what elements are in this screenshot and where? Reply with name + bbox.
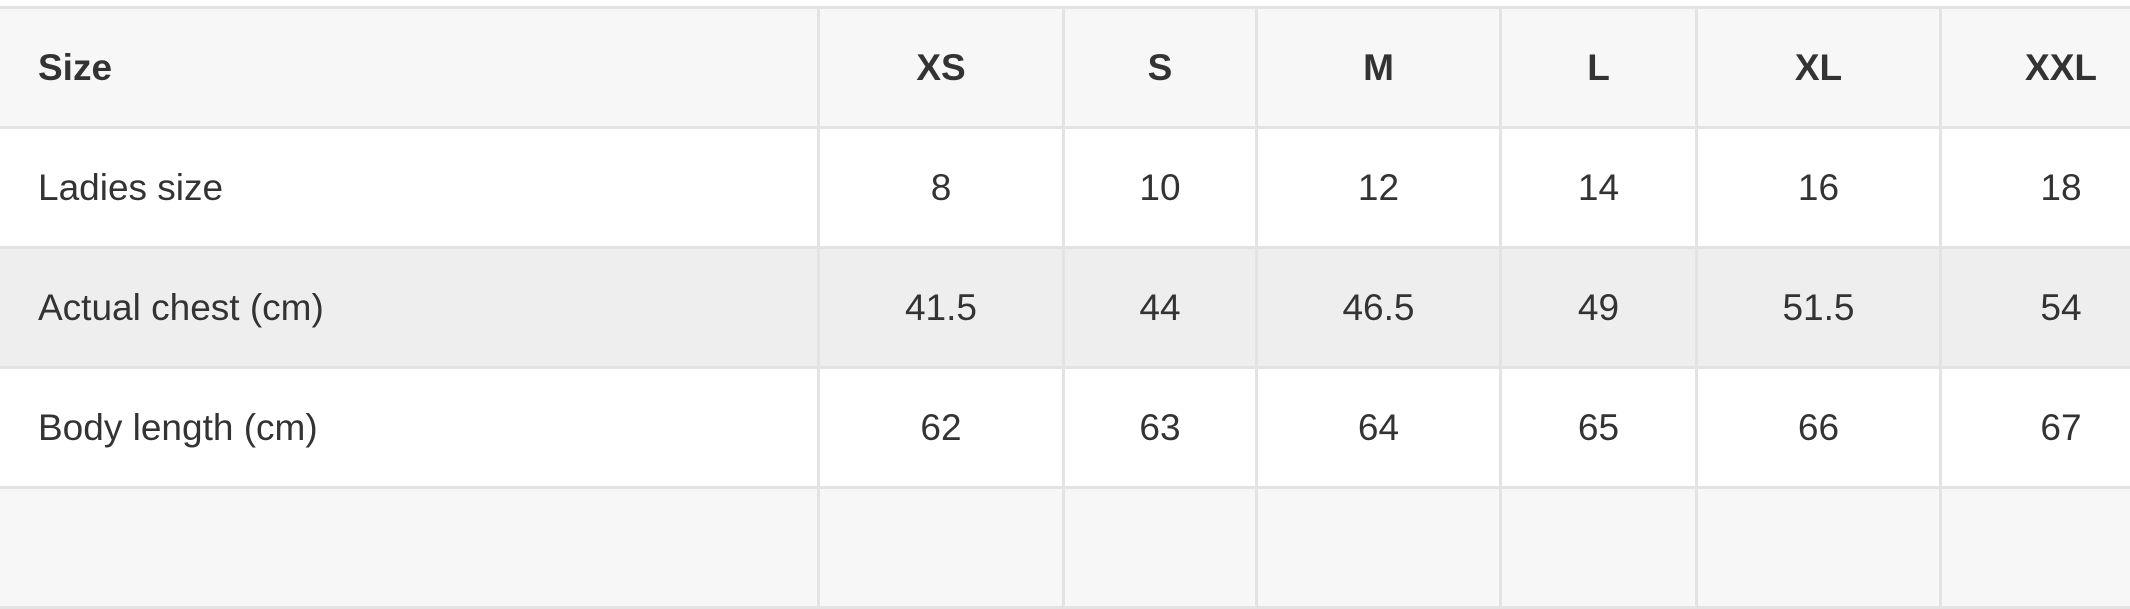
table-cell: 65 — [1501, 368, 1697, 488]
header-cell-xxl: XXL — [1941, 8, 2130, 128]
header-cell-xl: XL — [1697, 8, 1941, 128]
row-label: Actual chest (cm) — [0, 248, 819, 368]
table-cell: 63 — [1064, 368, 1257, 488]
table-cell: 14 — [1501, 128, 1697, 248]
table-cell: 66 — [1697, 368, 1941, 488]
row-label: Ladies size — [0, 128, 819, 248]
header-cell-l: L — [1501, 8, 1697, 128]
table-cell-empty — [1501, 488, 1697, 608]
table-cell: 44 — [1064, 248, 1257, 368]
table-cell-empty — [1697, 488, 1941, 608]
table-row: Ladies size 8 10 12 14 16 18 — [0, 128, 2130, 248]
header-cell-s: S — [1064, 8, 1257, 128]
row-label: Body length (cm) — [0, 368, 819, 488]
table-row-cut-off — [0, 488, 2130, 608]
table-cell-empty — [1941, 488, 2130, 608]
size-chart-table: Size XS S M L XL XXL Ladies size 8 10 12… — [0, 6, 2130, 609]
table-header-row: Size XS S M L XL XXL — [0, 8, 2130, 128]
table-cell: 51.5 — [1697, 248, 1941, 368]
table-cell-empty — [1257, 488, 1501, 608]
table-cell: 10 — [1064, 128, 1257, 248]
table-cell: 41.5 — [819, 248, 1064, 368]
table-cell: 8 — [819, 128, 1064, 248]
table-cell: 64 — [1257, 368, 1501, 488]
header-cell-m: M — [1257, 8, 1501, 128]
table-cell: 54 — [1941, 248, 2130, 368]
table-cell: 46.5 — [1257, 248, 1501, 368]
table-cell-empty — [819, 488, 1064, 608]
table-cell: 67 — [1941, 368, 2130, 488]
table-row: Body length (cm) 62 63 64 65 66 67 — [0, 368, 2130, 488]
table-cell: 62 — [819, 368, 1064, 488]
header-cell-xs: XS — [819, 8, 1064, 128]
header-cell-size: Size — [0, 8, 819, 128]
table-cell: 16 — [1697, 128, 1941, 248]
table-cell: 49 — [1501, 248, 1697, 368]
table-cell: 12 — [1257, 128, 1501, 248]
table-cell-empty — [1064, 488, 1257, 608]
table-cell: 18 — [1941, 128, 2130, 248]
table-row: Actual chest (cm) 41.5 44 46.5 49 51.5 5… — [0, 248, 2130, 368]
table-cell-empty — [0, 488, 819, 608]
